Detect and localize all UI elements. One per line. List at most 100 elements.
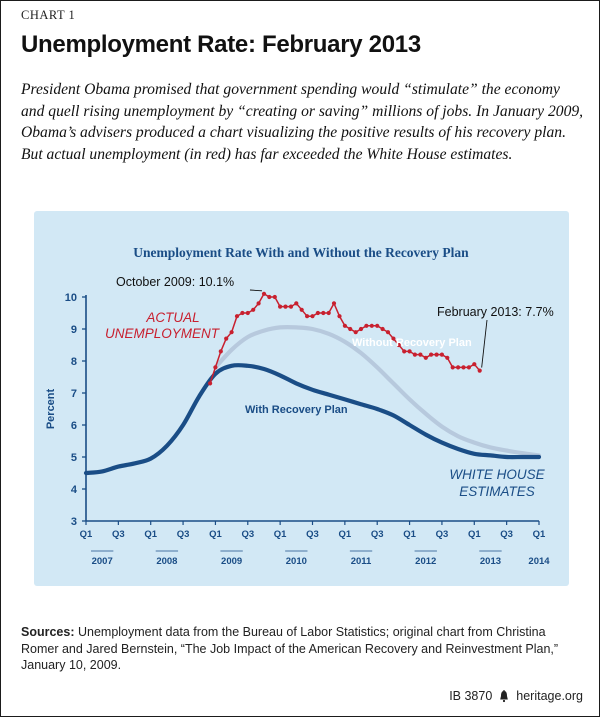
- y-tick-label: 5: [71, 452, 77, 464]
- data-point-actual: [299, 307, 304, 312]
- data-point-actual: [251, 307, 256, 312]
- x-tick-label: Q3: [177, 529, 190, 540]
- label-white-house-line2: ESTIMATES: [459, 484, 535, 499]
- x-tick-label: Q1: [80, 529, 93, 540]
- data-point-actual: [385, 330, 391, 335]
- data-point-actual: [456, 365, 461, 370]
- data-point-actual: [310, 314, 315, 319]
- sources-label: Sources:: [21, 625, 75, 639]
- data-point-actual: [272, 294, 277, 300]
- data-point-actual: [267, 294, 272, 300]
- data-point-actual: [402, 349, 407, 354]
- x-tick-label: Q1: [468, 529, 481, 540]
- data-point-actual: [218, 349, 223, 354]
- data-point-actual: [418, 352, 423, 357]
- x-tick-label: Q3: [112, 529, 125, 540]
- x-tick-label: Q1: [274, 529, 287, 540]
- data-point-actual: [461, 365, 466, 370]
- data-point-actual: [364, 323, 369, 328]
- data-point-actual: [278, 304, 283, 309]
- data-point-actual: [445, 355, 450, 360]
- data-point-actual: [240, 310, 245, 316]
- data-point-actual: [208, 381, 213, 386]
- label-without-plan: Without Recovery Plan: [352, 337, 472, 349]
- x-tick-label: Q3: [241, 529, 254, 540]
- series-line-without-plan: [213, 325, 542, 458]
- y-tick-label: 9: [71, 324, 77, 336]
- data-point-actual: [261, 291, 267, 296]
- data-point-actual: [429, 352, 434, 357]
- data-point-actual: [245, 310, 250, 316]
- data-point-actual: [224, 336, 229, 341]
- data-point-actual: [407, 349, 412, 354]
- x-tick-label: Q3: [436, 529, 449, 540]
- liberty-bell-icon: [500, 689, 509, 702]
- data-point-actual: [450, 365, 455, 370]
- footer: IB 3870 heritage.org: [449, 689, 583, 703]
- data-point-actual: [229, 330, 234, 335]
- x-tick-label: Q3: [500, 529, 513, 540]
- y-tick-label: 8: [71, 356, 77, 368]
- data-point-actual: [423, 355, 428, 360]
- data-point-actual: [331, 301, 337, 306]
- data-point-actual: [305, 314, 310, 319]
- data-point-actual: [326, 310, 331, 316]
- x-tick-label: Q1: [403, 529, 416, 540]
- y-tick-label: 4: [71, 484, 78, 496]
- label-with-plan: With Recovery Plan: [245, 404, 348, 416]
- data-point-actual: [213, 365, 218, 370]
- label-actual-line1: ACTUAL: [145, 310, 199, 325]
- x-year-label: 2008: [156, 556, 177, 567]
- x-year-label: 2014: [528, 556, 550, 567]
- data-point-actual: [256, 301, 261, 306]
- y-tick-label: 3: [71, 516, 77, 528]
- label-actual-line2: UNEMPLOYMENT: [105, 326, 221, 341]
- x-year-label: 2011: [351, 556, 372, 567]
- data-point-actual: [337, 314, 342, 319]
- data-point-actual: [477, 368, 482, 373]
- label-white-house-line1: WHITE HOUSE: [449, 467, 545, 482]
- chart-title: Unemployment Rate With and Without the R…: [133, 245, 469, 260]
- x-tick-label: Q1: [209, 529, 222, 540]
- data-point-actual: [321, 310, 326, 316]
- data-point-actual: [391, 336, 396, 341]
- page-title: Unemployment Rate: February 2013: [21, 31, 421, 58]
- data-point-actual: [466, 365, 471, 370]
- y-tick-label: 10: [65, 292, 77, 304]
- data-point-actual: [412, 352, 417, 357]
- annotation-peak-leader: [249, 289, 262, 292]
- x-tick-label: Q3: [306, 529, 319, 540]
- data-point-actual: [348, 326, 353, 332]
- x-year-label: 2009: [221, 556, 242, 567]
- sources-text: Unemployment data from the Bureau of Lab…: [21, 625, 559, 672]
- data-point-actual: [396, 342, 401, 348]
- x-tick-label: Q1: [339, 529, 352, 540]
- x-tick-label: Q1: [144, 529, 157, 540]
- data-point-actual: [342, 323, 347, 328]
- data-point-actual: [358, 326, 364, 332]
- data-point-actual: [283, 304, 288, 309]
- data-point-actual: [375, 323, 380, 328]
- unemployment-chart: Unemployment Rate With and Without the R…: [45, 245, 554, 567]
- data-point-actual: [472, 362, 477, 367]
- y-axis-label: Percent: [45, 388, 57, 429]
- data-point-actual: [353, 330, 358, 335]
- sources-note: Sources: Unemployment data from the Bure…: [21, 624, 586, 674]
- data-point-actual: [434, 352, 439, 357]
- annotation-latest: February 2013: 7.7%: [437, 305, 554, 319]
- y-tick-label: 7: [71, 388, 77, 400]
- x-year-label: 2010: [286, 556, 307, 567]
- data-point-actual: [369, 323, 374, 328]
- data-point-actual: [439, 352, 444, 357]
- x-year-label: 2012: [415, 556, 436, 567]
- x-tick-label: Q1: [533, 529, 546, 540]
- annotation-peak: October 2009: 10.1%: [116, 275, 234, 289]
- y-tick-label: 6: [71, 420, 77, 432]
- chart-panel: Unemployment Rate With and Without the R…: [34, 211, 569, 586]
- series-line-with-plan: [83, 362, 542, 476]
- intro-paragraph: President Obama promised that government…: [21, 81, 584, 163]
- annotation-latest-leader: [481, 319, 488, 368]
- data-point-actual: [234, 314, 240, 319]
- x-tick-label: Q3: [371, 529, 384, 540]
